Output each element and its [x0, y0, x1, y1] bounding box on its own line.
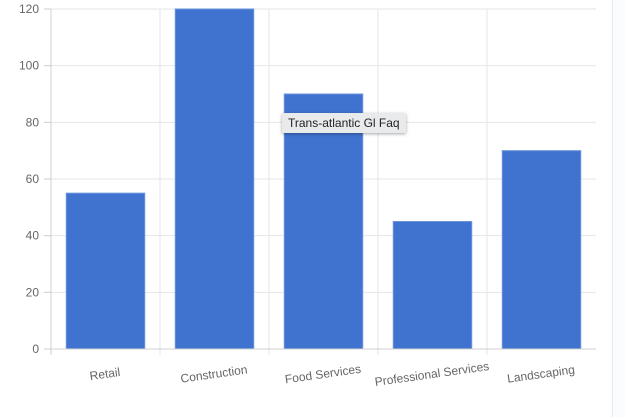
y-tick-label: 0 [32, 342, 39, 356]
side-panel-edge [612, 0, 625, 417]
bar-professional-services[interactable] [392, 221, 473, 350]
y-axis-ticks: 0 20 40 60 80 100 120 [19, 2, 51, 356]
x-tick-label: Construction [180, 362, 249, 385]
x-tick-label: Professional Services [374, 359, 490, 389]
y-tick-label: 20 [26, 285, 40, 299]
y-tick-label: 40 [26, 229, 40, 243]
y-tick-label: 60 [26, 172, 40, 186]
y-tick-label: 80 [26, 115, 40, 129]
bar-construction[interactable] [174, 8, 255, 350]
y-tick-label: 120 [19, 2, 39, 16]
bar-tooltip: Trans-atlantic Gl Faq [282, 113, 406, 133]
x-axis-labels: Retail Construction Food Services Professio… [89, 359, 576, 389]
x-tick-label: Retail [89, 365, 121, 383]
bar-retail[interactable] [65, 192, 146, 350]
vertical-gridlines [159, 9, 488, 355]
x-tick-label: Landscaping [506, 362, 575, 385]
x-tick-label: Food Services [284, 362, 362, 387]
bar-landscaping[interactable] [501, 150, 582, 350]
y-tick-label: 100 [19, 59, 39, 73]
